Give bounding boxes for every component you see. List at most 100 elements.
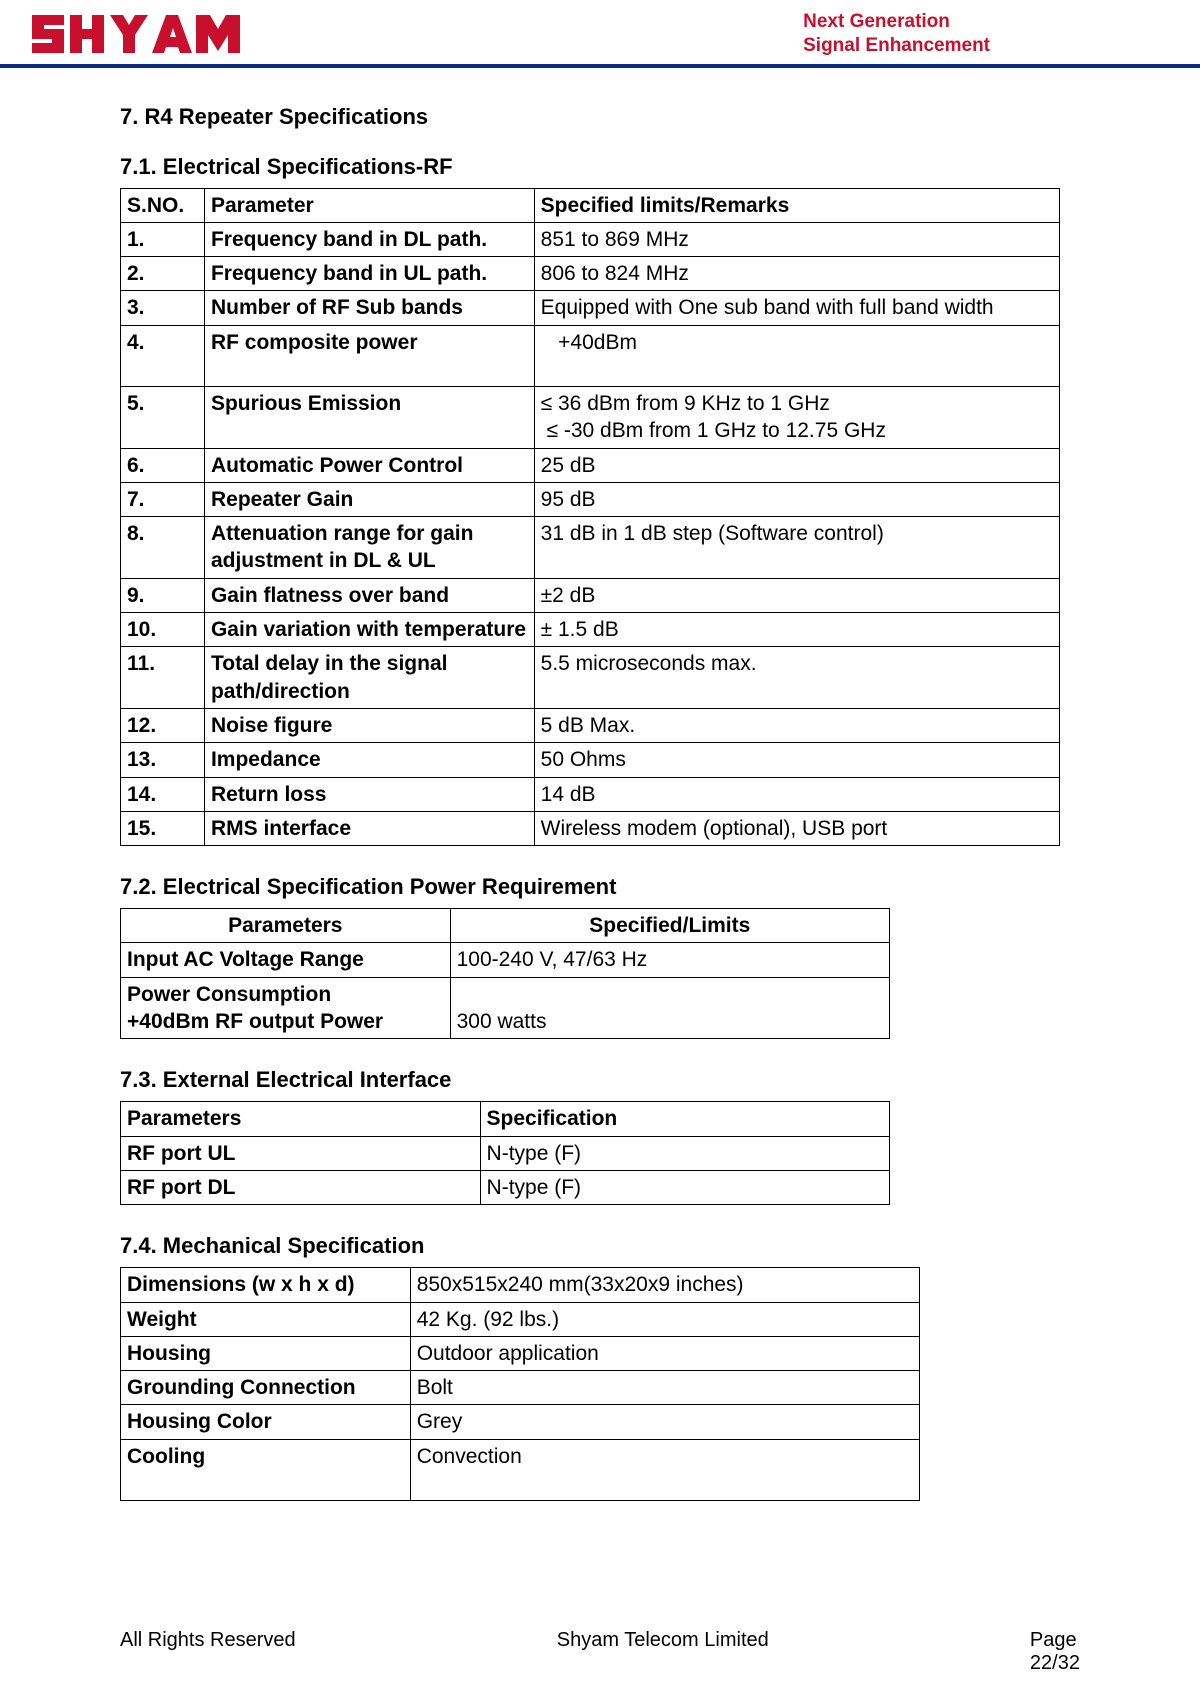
footer-left: All Rights Reserved (120, 1629, 296, 1675)
table-row: 14.Return loss14 dB (121, 777, 1060, 811)
param-cell: 11. (121, 647, 205, 709)
table-header-row: Parameters Specified/Limits (121, 909, 890, 943)
table-row: 7.Repeater Gain95 dB (121, 482, 1060, 516)
section-7-title: 7. R4 Repeater Specifications (120, 104, 1080, 130)
spec-cell: 50 Ohms (534, 743, 1059, 777)
param-cell: Gain variation with temperature (204, 613, 534, 647)
table-row: 13.Impedance50 Ohms (121, 743, 1060, 777)
param-cell: 14. (121, 777, 205, 811)
table-row: 12.Noise figure5 dB Max. (121, 708, 1060, 742)
spec-cell: 100-240 V, 47/63 Hz (450, 943, 889, 977)
col-parameters: Parameters (121, 909, 451, 943)
table-row: RF port DLN-type (F) (121, 1170, 890, 1204)
ext-interface-table: Parameters Specification RF port ULN-typ… (120, 1101, 890, 1205)
param-cell: Dimensions (w x h x d) (121, 1268, 411, 1302)
param-cell: Cooling (121, 1439, 411, 1500)
table-row: 9.Gain flatness over band±2 dB (121, 578, 1060, 612)
table-row: Grounding ConnectionBolt (121, 1371, 920, 1405)
table-row: RF port ULN-type (F) (121, 1136, 890, 1170)
spec-cell: +40dBm (534, 325, 1059, 386)
table-row: 8.Attenuation range for gain adjustment … (121, 517, 1060, 579)
table-row: HousingOutdoor application (121, 1336, 920, 1370)
spec-cell: 5 dB Max. (534, 708, 1059, 742)
table-row: 3.Number of RF Sub bandsEquipped with On… (121, 291, 1060, 325)
spec-cell: N-type (F) (480, 1170, 889, 1204)
footer-center: Shyam Telecom Limited (557, 1629, 769, 1675)
spec-cell: Grey (410, 1405, 919, 1439)
param-cell: 10. (121, 613, 205, 647)
table-row: 4.RF composite power +40dBm (121, 325, 1060, 386)
param-cell: Housing (121, 1336, 411, 1370)
spec-cell: 42 Kg. (92 lbs.) (410, 1302, 919, 1336)
spec-cell: ≤ 36 dBm from 9 KHz to 1 GHz ≤ -30 dBm f… (534, 386, 1059, 448)
section-7-4-title: 7.4. Mechanical Specification (120, 1233, 1080, 1259)
param-cell: 2. (121, 257, 205, 291)
param-cell: 15. (121, 811, 205, 845)
param-cell: Return loss (204, 777, 534, 811)
param-cell: 9. (121, 578, 205, 612)
param-cell: Housing Color (121, 1405, 411, 1439)
header-tagline: Next Generation Signal Enhancement (803, 10, 1170, 58)
param-cell: 1. (121, 222, 205, 256)
col-spec: Specified limits/Remarks (534, 188, 1059, 222)
param-cell: Power Consumption +40dBm RF output Power (121, 977, 451, 1039)
param-cell: 7. (121, 482, 205, 516)
param-cell: Number of RF Sub bands (204, 291, 534, 325)
col-parameters: Parameters (121, 1102, 481, 1136)
spec-cell: 95 dB (534, 482, 1059, 516)
mechanical-spec-table: Dimensions (w x h x d)850x515x240 mm(33x… (120, 1267, 920, 1501)
col-specified-limits: Specified/Limits (450, 909, 889, 943)
table-row: Dimensions (w x h x d)850x515x240 mm(33x… (121, 1268, 920, 1302)
table-row: 2.Frequency band in UL path.806 to 824 M… (121, 257, 1060, 291)
param-cell: Gain flatness over band (204, 578, 534, 612)
param-cell: Automatic Power Control (204, 448, 534, 482)
table-row: 5.Spurious Emission≤ 36 dBm from 9 KHz t… (121, 386, 1060, 448)
spec-cell: 5.5 microseconds max. (534, 647, 1059, 709)
param-cell: 13. (121, 743, 205, 777)
spec-cell: 14 dB (534, 777, 1059, 811)
footer-page: Page 22/32 (1030, 1629, 1080, 1675)
param-cell: Frequency band in DL path. (204, 222, 534, 256)
table-row: 15.RMS interfaceWireless modem (optional… (121, 811, 1060, 845)
table-row: 11.Total delay in the signal path/direct… (121, 647, 1060, 709)
table-header-row: S.NO. Parameter Specified limits/Remarks (121, 188, 1060, 222)
spec-cell: Equipped with One sub band with full ban… (534, 291, 1059, 325)
param-cell: Spurious Emission (204, 386, 534, 448)
table-row: Housing ColorGrey (121, 1405, 920, 1439)
spec-cell: N-type (F) (480, 1136, 889, 1170)
rf-specs-table: S.NO. Parameter Specified limits/Remarks… (120, 188, 1060, 847)
spec-cell: 851 to 869 MHz (534, 222, 1059, 256)
spec-cell: ± 1.5 dB (534, 613, 1059, 647)
col-sno: S.NO. (121, 188, 205, 222)
param-cell: 6. (121, 448, 205, 482)
tagline-line1: Next Generation (803, 10, 990, 34)
spec-cell: ±2 dB (534, 578, 1059, 612)
spec-cell: 300 watts (450, 977, 889, 1039)
param-cell: Grounding Connection (121, 1371, 411, 1405)
table-header-row: Parameters Specification (121, 1102, 890, 1136)
param-cell: 4. (121, 325, 205, 386)
page-number: 22/32 (1030, 1652, 1080, 1674)
spec-cell: 25 dB (534, 448, 1059, 482)
section-7-3-title: 7.3. External Electrical Interface (120, 1067, 1080, 1093)
spec-cell: Bolt (410, 1371, 919, 1405)
spec-cell: 850x515x240 mm(33x20x9 inches) (410, 1268, 919, 1302)
param-cell: 8. (121, 517, 205, 579)
col-parameter: Parameter (204, 188, 534, 222)
page-label: Page (1030, 1629, 1077, 1651)
table-row: Input AC Voltage Range100-240 V, 47/63 H… (121, 943, 890, 977)
page-header: Next Generation Signal Enhancement (0, 0, 1200, 68)
param-cell: Impedance (204, 743, 534, 777)
section-7-2-title: 7.2. Electrical Specification Power Requ… (120, 874, 1080, 900)
col-specification: Specification (480, 1102, 889, 1136)
param-cell: Noise figure (204, 708, 534, 742)
table-row: CoolingConvection (121, 1439, 920, 1500)
spec-cell: 806 to 824 MHz (534, 257, 1059, 291)
spec-cell: Convection (410, 1439, 919, 1500)
section-7-1-title: 7.1. Electrical Specifications-RF (120, 154, 1080, 180)
table-row: 1.Frequency band in DL path.851 to 869 M… (121, 222, 1060, 256)
param-cell: RF port DL (121, 1170, 481, 1204)
table-row: Weight42 Kg. (92 lbs.) (121, 1302, 920, 1336)
tagline-line2: Signal Enhancement (803, 34, 990, 58)
param-cell: Weight (121, 1302, 411, 1336)
